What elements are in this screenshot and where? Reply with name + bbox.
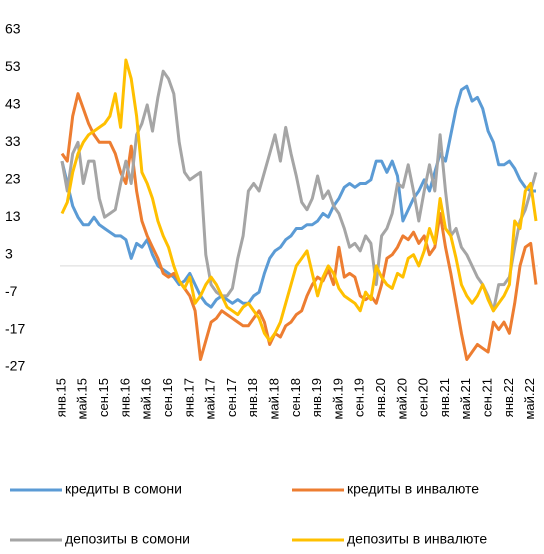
legend-label: депозиты в сомони [65,531,190,547]
x-tick-label: сен.20 [416,378,431,417]
series-line [60,92,538,361]
series-line [60,84,536,309]
x-tick-label: май.21 [458,378,473,420]
x-tick-label: сен.17 [224,378,239,417]
x-tick-label: сен.19 [352,378,367,417]
x-tick-label: янв.17 [181,378,196,417]
x-tick-label: янв.20 [373,378,388,417]
x-tick-label: сен.21 [480,378,495,417]
y-tick-label: 33 [5,133,21,149]
legend-label: кредиты в сомони [65,481,182,497]
y-tick-label: 43 [5,96,21,112]
y-tick-label: 23 [5,170,21,186]
x-tick-label: янв.21 [437,378,452,417]
x-tick-label: май.19 [330,378,345,420]
y-tick-label: 13 [5,208,21,224]
y-tick-label: 63 [5,21,21,37]
x-tick-label: май.16 [139,378,154,420]
y-tick-label: -27 [5,358,25,374]
legend-label: депозиты в инвалюте [347,531,487,547]
x-tick-label: янв.22 [501,378,516,417]
series-line [60,58,538,343]
y-tick-label: -7 [5,283,18,299]
x-tick-label: май.22 [522,378,537,420]
y-tick-label: 3 [5,245,13,261]
x-tick-label: сен.15 [96,378,111,417]
x-tick-label: май.15 [75,378,90,420]
y-tick-label: 53 [5,58,21,74]
series-line [60,69,538,313]
x-tick-label: май.18 [266,378,281,420]
x-tick-label: май.20 [394,378,409,420]
x-tick-label: сен.18 [288,378,303,417]
x-tick-label: сен.16 [160,378,175,417]
x-tick-label: май.17 [203,378,218,420]
x-tick-label: янв.15 [53,378,68,417]
y-tick-label: -17 [5,320,25,336]
x-tick-label: янв.19 [309,378,324,417]
legend-label: кредиты в инвалюте [347,481,479,497]
x-tick-label: янв.18 [245,378,260,417]
x-tick-label: янв.16 [117,378,132,417]
